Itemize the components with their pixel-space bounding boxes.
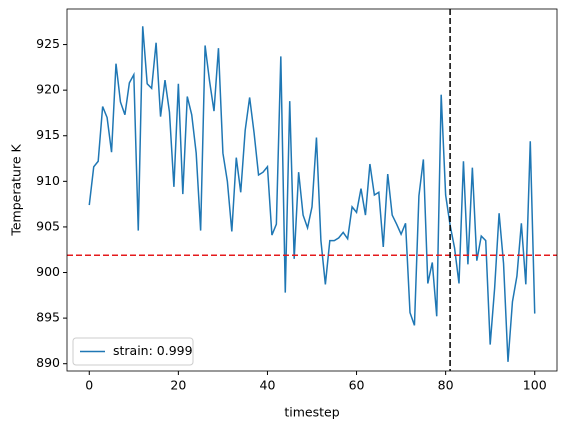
y-tick-label: 915 [36, 127, 60, 142]
x-tick-label: 100 [523, 378, 547, 393]
x-tick-label: 0 [85, 378, 93, 393]
x-axis-label: timestep [284, 405, 339, 420]
y-tick-label: 900 [36, 264, 60, 279]
y-tick-label: 925 [36, 36, 60, 51]
y-axis-label: Temperature K [9, 144, 24, 237]
y-tick-label: 890 [36, 355, 60, 370]
y-tick-label: 920 [36, 82, 60, 97]
legend-box [72, 337, 194, 366]
y-tick-label: 905 [36, 218, 60, 233]
x-tick-label: 80 [438, 378, 454, 393]
x-tick-label: 40 [260, 378, 276, 393]
x-tick-label: 20 [170, 378, 186, 393]
x-tick-label: 60 [349, 378, 365, 393]
data-line [88, 26, 536, 362]
plot-frame [66, 8, 558, 372]
y-tick-label: 910 [36, 173, 60, 188]
y-tick-label: 895 [36, 310, 60, 325]
legend-label: strain: 0.999 [113, 343, 193, 358]
